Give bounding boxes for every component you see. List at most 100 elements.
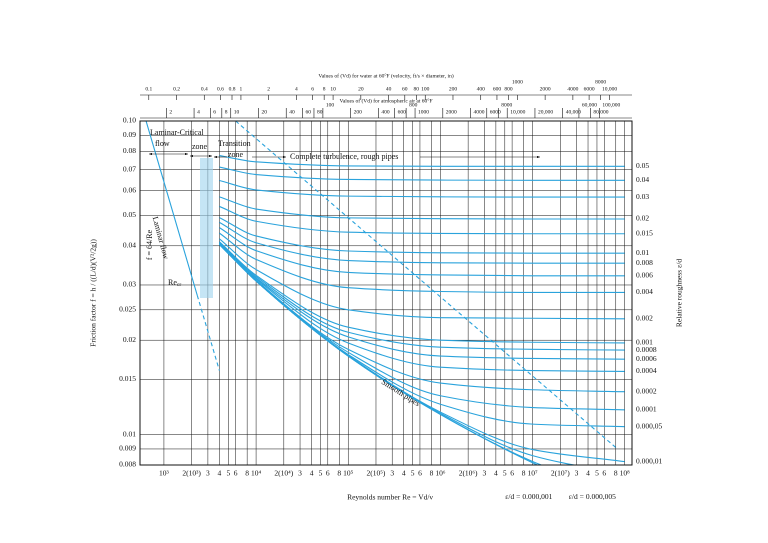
curve: [219, 227, 625, 277]
curve: [219, 244, 543, 465]
x-tick-label: 2(10⁷): [551, 469, 570, 478]
x-tick-label: 4: [402, 469, 406, 478]
curve: [219, 242, 625, 351]
x-tick-label: 10⁷: [527, 469, 538, 478]
x-tick-label: 10⁴: [251, 469, 262, 478]
y-tick-label: 0.015: [119, 374, 136, 383]
top-tick-label: 8000: [595, 79, 606, 85]
curve: [219, 244, 577, 465]
top-axis-title: Values of (Vd) for water at 60°F (veloci…: [318, 72, 453, 79]
top-tick-label: 80,000: [593, 109, 608, 115]
y-tick-label: 0.02: [123, 335, 136, 344]
curve: [219, 243, 625, 428]
annotation: zone: [228, 150, 244, 159]
curve: [196, 295, 220, 371]
curve: [219, 238, 625, 320]
x-tick-label: 3: [482, 469, 486, 478]
top-tick-label: 10: [234, 109, 240, 115]
y-tick-label: 0.04: [123, 241, 136, 250]
curve: [219, 217, 625, 254]
x-tick-label: 2(10⁵): [367, 469, 386, 478]
roughness-label: 0.015: [636, 228, 653, 237]
y-tick-label: 0.10: [123, 116, 136, 125]
x-tick-label: 5: [319, 469, 323, 478]
roughness-label: 0.0006: [636, 354, 657, 363]
roughness-label: ε/d = 0.000,001: [505, 492, 552, 501]
top-tick-label: 4000: [567, 86, 578, 92]
top-tick-label: 8: [323, 86, 326, 92]
roughness-label: 0.0001: [636, 404, 657, 413]
annotation: Transition: [218, 139, 251, 148]
x-tick-label: 6: [418, 469, 422, 478]
roughness-label: 0.000,05: [636, 421, 663, 430]
x-tick-label: 6: [326, 469, 330, 478]
x-tick-label: 3: [298, 469, 302, 478]
top-tick-label: 0.1: [145, 86, 152, 92]
top-tick-label: 10,000: [510, 109, 525, 115]
roughness-label: 0.006: [636, 270, 653, 279]
top-tick-label: 40: [386, 86, 392, 92]
roughness-label: 0.000,01: [636, 456, 663, 465]
roughness-label: ε/d = 0.000,005: [569, 492, 616, 501]
curve: [219, 205, 625, 235]
top-tick-label: 20,000: [538, 109, 553, 115]
x-tick-label: 3: [575, 469, 579, 478]
x-tick-label: 10⁸: [620, 469, 631, 478]
y-tick-label: 0.09: [123, 130, 136, 139]
top-tick-label: 80: [414, 86, 420, 92]
top-tick-label: 1: [240, 86, 243, 92]
top-tick-label: 20: [358, 86, 364, 92]
roughness-label: 0.03: [636, 192, 649, 201]
top-tick-label: 800: [409, 102, 418, 108]
x-tick-label: 3: [390, 469, 394, 478]
annotation: Recr: [168, 278, 181, 288]
curve: [145, 121, 198, 296]
top-tick-label: 6: [311, 86, 314, 92]
roughness-label: 0.001: [636, 338, 653, 347]
curve: [219, 166, 625, 181]
y-tick-label: 0.009: [119, 444, 136, 453]
top-tick-label: 1000: [418, 109, 429, 115]
curve: [219, 244, 625, 463]
x-tick-label: 5: [411, 469, 415, 478]
y-tick-label: 0.08: [123, 146, 136, 155]
top-tick-label: 60: [305, 109, 311, 115]
top-tick-label: 800: [504, 86, 513, 92]
x-tick-label: 8: [522, 469, 526, 478]
y-tick-label: 0.01: [123, 429, 136, 438]
plot-frame: [139, 120, 633, 466]
top-tick-label: 0.2: [173, 86, 180, 92]
annotation: zone: [192, 142, 208, 151]
roughness-prefix: ε/d =: [569, 492, 584, 501]
curves: [145, 121, 625, 465]
top-tick-label: 20: [261, 109, 267, 115]
x-tick-label: 2(10³): [182, 469, 201, 478]
curve: [219, 221, 625, 264]
curve: [219, 244, 539, 465]
top-tick-label: 100: [326, 102, 335, 108]
roughness-label: 0.008: [636, 258, 653, 267]
curve: [219, 243, 625, 393]
top-tick-label: 600: [398, 109, 407, 115]
top-tick-label: 40,000: [566, 109, 581, 115]
curve: [219, 243, 625, 372]
y-tick-label: 0.03: [123, 280, 136, 289]
top-tick-label: 80: [317, 109, 323, 115]
top-tick-label: 2000: [446, 109, 457, 115]
curve: [219, 241, 625, 344]
x-tick-label: 4: [310, 469, 314, 478]
roughness-label: 0.01: [636, 248, 649, 257]
x-tick-label: 5: [595, 469, 599, 478]
x-tick-label: 6: [602, 469, 606, 478]
roughness-label: 0.02: [636, 214, 649, 223]
x-tick-label: 4: [494, 469, 498, 478]
top-tick-label: 4: [295, 86, 298, 92]
x-tick-label: 10³: [159, 469, 170, 478]
labels: 10³ 2(10³) 3 4 5 6 8 10⁴ 2(10⁴) 3 4 5 6 8 10⁵ 2(10⁵) 3 4 5…: [119, 72, 662, 500]
curve: [219, 242, 625, 360]
roughness-label: 0.002: [636, 314, 653, 323]
top-tick-label: 0.8: [229, 86, 236, 92]
y-axis-label: Friction factor f = h / ((L/d)(V²/2g)): [89, 239, 98, 347]
x-tick-label: 4: [218, 469, 222, 478]
